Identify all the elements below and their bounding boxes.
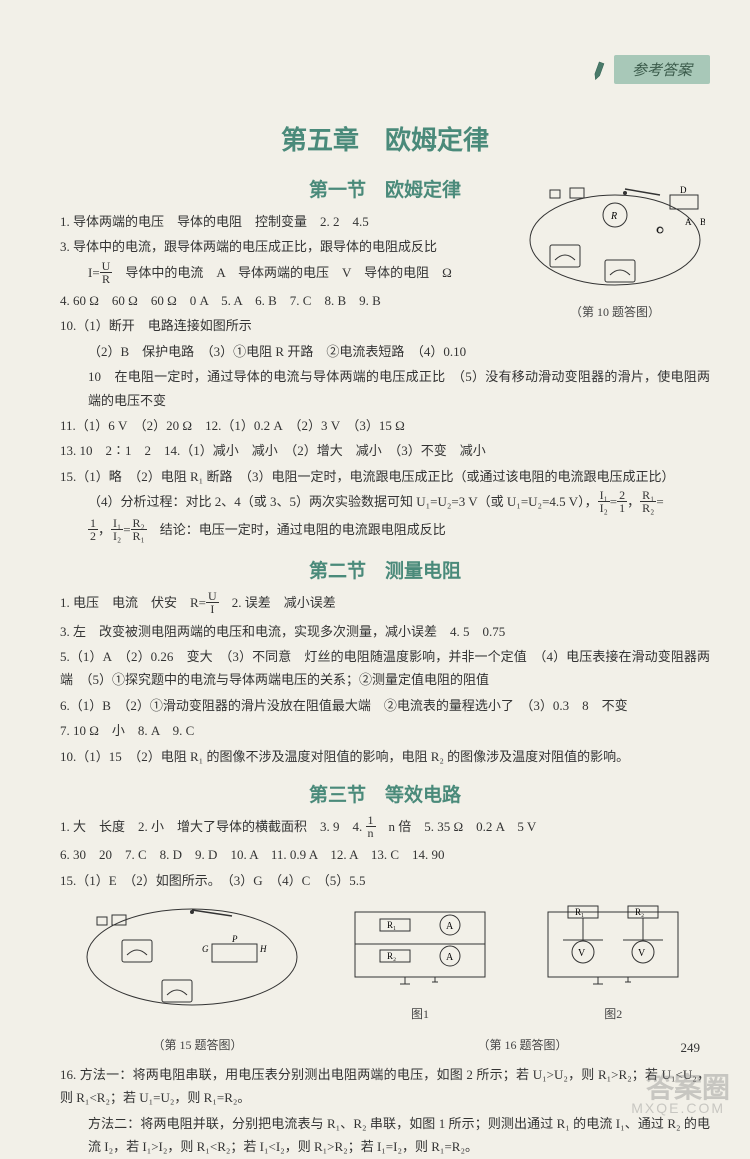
answer-line: 15.（1）略 （2）电阻 R₁ 断路 （3）电阻一定时，电流跟电压成正比（或通… xyxy=(60,465,710,488)
answer-key-badge: 参考答案 xyxy=(590,55,710,84)
answer-line: （4）分析过程：对比 2、4（或 3、5）两次实验数据可知 U₁=U₂=3 V（… xyxy=(60,490,710,516)
answer-line: 10.（1）15 （2）电阻 R₁ 的图像不涉及温度对阻值的影响，电阻 R₂ 的… xyxy=(60,745,710,768)
caption-q16: （第 16 题答图） xyxy=(363,1036,683,1053)
answer-line: 4. 60 Ω 60 Ω 60 Ω 0 A 5. A 6. B 7. C 8. … xyxy=(60,289,500,312)
svg-text:R₁: R₁ xyxy=(387,920,396,930)
answer-line: 12，I₁I₂=R₂R₁ 结论：电压一定时，通过电阻的电流跟电阻成反比 xyxy=(60,518,710,544)
svg-text:R: R xyxy=(610,211,617,222)
answer-line: 6. 30 20 7. C 8. D 9. D 10. A 11. 0.9 A … xyxy=(60,843,710,866)
fraction: 12 xyxy=(88,517,98,543)
figure-circuit2: R₁ R₂ V V 图2 xyxy=(538,902,688,1022)
fraction-1-n: 1n xyxy=(366,814,376,840)
answer-line: 6.（1）B （2）①滑动变阻器的滑片没放在阻值最大端 ②电流表的量程选小了 （… xyxy=(60,694,710,717)
circuit-figure-q10: D B A R C （第 10 题答图） xyxy=(525,185,705,315)
svg-text:C: C xyxy=(657,226,662,235)
fraction: I₁I₂ xyxy=(111,517,123,543)
svg-text:A: A xyxy=(446,921,454,932)
fraction: R₁R₂ xyxy=(640,489,656,515)
svg-text:G: G xyxy=(202,944,209,954)
chapter-title: 第五章 欧姆定律 xyxy=(60,120,710,157)
answer-line: I=UR 导体中的电流 A 导体两端的电压 V 导体的电阻 Ω xyxy=(60,261,500,287)
text: I= xyxy=(88,265,100,280)
svg-text:A: A xyxy=(446,952,454,963)
section3-title: 第三节 等效电路 xyxy=(60,780,710,807)
svg-text:V: V xyxy=(578,948,586,959)
text: 结论：电压一定时，通过电阻的电流跟电阻成反比 xyxy=(147,522,446,537)
answer-line: 10.（1）断开 电路连接如图所示 xyxy=(60,314,500,337)
text: （4）分析过程：对比 2、4（或 3、5）两次实验数据可知 U₁=U₂=3 V（… xyxy=(88,494,598,509)
svg-text:R₂: R₂ xyxy=(387,951,396,961)
svg-text:H: H xyxy=(259,944,267,954)
section2-title: 第二节 测量电阻 xyxy=(60,556,710,583)
svg-text:D: D xyxy=(680,185,687,195)
figure-row: G P H R₁ A R₂ A 图1 R₁ xyxy=(60,902,710,1022)
badge-label: 参考答案 xyxy=(614,55,710,84)
fraction: R₂R₁ xyxy=(131,517,147,543)
text: 1. 电压 电流 伏安 R= xyxy=(60,596,206,611)
fig2-label: 图2 xyxy=(538,1005,688,1022)
answer-line: （2）B 保护电路 （3）①电阻 R 开路 ②电流表短路 （4）0.10 xyxy=(60,340,710,363)
figure-circuit1: R₁ A R₂ A 图1 xyxy=(345,902,495,1022)
caption-q15: （第 15 题答图） xyxy=(88,1036,308,1053)
answer-line: 方法二：将两电阻并联，分别把电流表与 R₁、R₂ 串联，如图 1 所示；则测出通… xyxy=(60,1112,710,1159)
answer-line: 1. 电压 电流 伏安 R=UI 2. 误差 减小误差 xyxy=(60,591,710,617)
text: 导体中的电流 A 导体两端的电压 V 导体的电阻 Ω xyxy=(112,265,452,280)
answer-line: 5.（1）A （2）0.26 变大 （3）不同意 灯丝的电阻随温度影响，并非一个… xyxy=(60,645,710,692)
answer-line: 1. 大 长度 2. 小 增大了导体的横截面积 3. 9 4. 1n n 倍 5… xyxy=(60,815,710,841)
answer-line: 16. 方法一：将两电阻串联，用电压表分别测出电阻两端的电压，如图 2 所示；若… xyxy=(60,1063,710,1110)
text: 2. 误差 减小误差 xyxy=(219,596,336,611)
fig1-label: 图1 xyxy=(345,1005,495,1022)
answer-line: 13. 10 2∶1 2 14.（1）减小 减小 （2）增大 减小 （3）不变 … xyxy=(60,439,710,462)
svg-text:R₁: R₁ xyxy=(575,907,584,917)
page-number: 249 xyxy=(681,1040,701,1056)
watermark-sub: MXQE.COM xyxy=(631,1100,725,1116)
svg-text:A: A xyxy=(685,217,692,227)
answer-line: 3. 左 改变被测电阻两端的电压和电流，实现多次测量，减小误差 4. 5 0.7… xyxy=(60,620,710,643)
answer-line: 7. 10 Ω 小 8. A 9. C xyxy=(60,719,710,742)
svg-text:V: V xyxy=(638,948,646,959)
answer-line: 11.（1）6 V （2）20 Ω 12.（1）0.2 A （2）3 V （3）… xyxy=(60,414,710,437)
figure-q15: G P H xyxy=(82,902,302,1022)
svg-text:R₂: R₂ xyxy=(635,907,644,917)
answer-line: 1. 导体两端的电压 导体的电阻 控制变量 2. 2 4.5 xyxy=(60,210,500,233)
fraction: I₁I₂ xyxy=(598,489,610,515)
pencil-icon xyxy=(587,58,611,82)
fraction: 21 xyxy=(617,489,627,515)
text: 1. 大 长度 2. 小 增大了导体的横截面积 3. 9 4. xyxy=(60,819,366,834)
svg-text:B: B xyxy=(700,217,705,227)
fraction-U-R: UR xyxy=(100,260,113,286)
svg-text:P: P xyxy=(231,934,238,944)
caption-row: （第 15 题答图） （第 16 题答图） xyxy=(60,1032,710,1053)
answer-line: 10 在电阻一定时，通过导体的电流与导体两端的电压成正比 （5）没有移动滑动变阻… xyxy=(60,365,710,412)
answer-line: 15.（1）E （2）如图所示。 （3）G （4）C （5）5.5 xyxy=(60,869,710,892)
fraction-U-I: UI xyxy=(206,590,219,616)
fig-caption-q10: （第 10 题答图） xyxy=(525,303,705,320)
text: n 倍 5. 35 Ω 0.2 A 5 V xyxy=(376,819,537,834)
answer-line: 3. 导体中的电流，跟导体两端的电压成正比，跟导体的电阻成反比 xyxy=(60,235,500,258)
